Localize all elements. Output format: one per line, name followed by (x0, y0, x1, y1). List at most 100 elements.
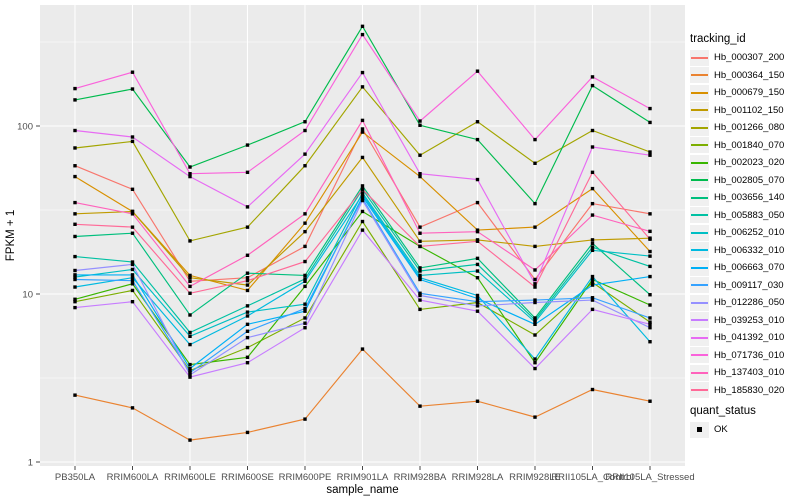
legend-line-swatch (691, 284, 708, 286)
legend-item-Hb_137403_010: Hb_137403_010 (690, 364, 784, 381)
legend-line-swatch (691, 161, 708, 164)
legend-key (690, 154, 709, 171)
legend-item-Hb_000679_150: Hb_000679_150 (690, 84, 784, 101)
legend-line-swatch (691, 144, 708, 146)
x-tick-labels: PB350LA RRIM600LA RRIM600LE RRIM600SE RRIM60… (55, 472, 695, 483)
legend-item-Hb_006332_010: Hb_006332_010 (690, 242, 784, 259)
x-tick-label: RRIM600PE (279, 472, 332, 483)
legend-key (690, 312, 709, 328)
legend-line-swatch (691, 266, 708, 269)
legend-item-Hb_041392_010: Hb_041392_010 (690, 329, 784, 346)
legend-item-Hb_002023_020: Hb_002023_020 (690, 154, 784, 171)
legend-item-Hb_005883_050: Hb_005883_050 (690, 207, 784, 224)
x-tick-label: RRIM928BA (394, 472, 447, 483)
legend-line-swatch (691, 109, 708, 111)
x-tick-label: RRIM600SE (221, 472, 274, 483)
x-tick-label: PB350LA (55, 472, 96, 483)
legend-item-label: Hb_001266_080 (714, 122, 785, 133)
legend-item-label: Hb_137403_010 (714, 367, 785, 378)
y-tick-labels: 1 10 100 (17, 122, 33, 469)
legend-line-swatch (691, 249, 708, 251)
x-axis-title: sample_name (326, 484, 398, 496)
legend-key (690, 172, 709, 188)
legend-key (690, 347, 709, 363)
legend-item-label: Hb_000364_150 (714, 69, 785, 81)
legend-key (690, 242, 709, 258)
y-tick-label: 10 (22, 290, 33, 301)
legend-item-label: Hb_012286_050 (714, 297, 785, 308)
legend-key (690, 67, 709, 83)
legend-item-label: Hb_005883_050 (714, 209, 785, 221)
legend-title-quant-status: quant_status (690, 405, 756, 417)
legend-line-swatch (691, 336, 708, 339)
legend-item-label: Hb_002805_070 (714, 174, 785, 186)
x-tick-label: RRII105LA_Control (551, 472, 633, 483)
legend-item-label: Hb_001840_070 (714, 139, 785, 151)
legend-item-Hb_039253_010: Hb_039253_010 (690, 312, 784, 329)
legend-item-Hb_000364_150: Hb_000364_150 (690, 67, 784, 84)
legend-line-swatch (691, 214, 708, 216)
legend: tracking_id Hb_000307_200 Hb_000364_150 Hb… (688, 0, 800, 500)
legend-item-label: Hb_006332_010 (714, 244, 785, 256)
x-tick-label: RRIM928LE (509, 472, 561, 483)
gridlines (40, 5, 685, 466)
legend-item-label: Hb_001102_150 (714, 104, 784, 116)
legend-item-Hb_002805_070: Hb_002805_070 (690, 172, 784, 189)
legend-line-swatch (691, 301, 708, 304)
legend-line-swatch (691, 126, 708, 129)
legend-line-swatch (691, 56, 708, 59)
x-tick-label: RRIM901LA (337, 472, 389, 483)
legend-key (690, 49, 709, 66)
legend-line-swatch (691, 179, 708, 181)
x-tick-label: RRIM600LE (164, 472, 216, 483)
legend-key (690, 277, 709, 293)
legend-item-Hb_001840_070: Hb_001840_070 (690, 137, 784, 154)
legend-item-label: Hb_006663_070 (714, 262, 785, 273)
legend-item-label: Hb_000307_200 (714, 52, 785, 63)
legend-item-Hb_003656_140: Hb_003656_140 (690, 189, 784, 206)
legend-item-label: Hb_039253_010 (714, 314, 785, 326)
legend-item-label: Hb_041392_010 (714, 332, 785, 343)
legend-title-tracking-id: tracking_id (690, 33, 746, 45)
legend-line-swatch (691, 196, 708, 199)
legend-item-Hb_185830_020: Hb_185830_020 (690, 382, 784, 399)
legend-item-Hb_000307_200: Hb_000307_200 (690, 49, 784, 66)
legend-key (690, 329, 709, 346)
x-tick-label: RRII105LA_Stressed (605, 472, 694, 483)
legend-item-quant-status-ok: OK (690, 421, 728, 438)
legend-item-Hb_006663_070: Hb_006663_070 (690, 259, 784, 276)
legend-item-label: Hb_006252_010 (714, 227, 785, 238)
ok-label: OK (714, 424, 728, 435)
y-tick-label: 1 (28, 458, 33, 469)
y-axis-title: FPKM + 1 (5, 210, 17, 261)
data-point-markers (73, 24, 652, 442)
legend-item-Hb_006252_010: Hb_006252_010 (690, 224, 784, 241)
legend-line-swatch (691, 354, 708, 356)
legend-item-label: Hb_000679_150 (714, 87, 785, 98)
legend-key (690, 119, 709, 136)
legend-item-label: Hb_003656_140 (714, 192, 785, 203)
legend-line-swatch (691, 91, 708, 94)
black-square-icon (697, 427, 702, 432)
legend-key (690, 207, 709, 223)
legend-key (690, 137, 709, 153)
legend-key (690, 259, 709, 276)
legend-item-Hb_071736_010: Hb_071736_010 (690, 347, 784, 364)
legend-key (690, 102, 709, 118)
legend-item-Hb_009117_030: Hb_009117_030 (690, 277, 784, 294)
legend-key (690, 382, 709, 398)
legend-key (690, 84, 709, 101)
legend-line-swatch (691, 389, 708, 391)
ok-square-marker-key (690, 421, 709, 438)
x-tick-label: RRIM600LA (107, 472, 159, 483)
axis-ticks (36, 125, 651, 470)
x-tick-label: RRIM928LA (452, 472, 504, 483)
legend-item-label: Hb_185830_020 (714, 384, 785, 396)
legend-key (690, 189, 709, 206)
legend-line-swatch (691, 74, 708, 76)
legend-key (690, 294, 709, 311)
legend-item-label: Hb_009117_030 (714, 279, 784, 291)
legend-line-swatch (691, 319, 708, 321)
